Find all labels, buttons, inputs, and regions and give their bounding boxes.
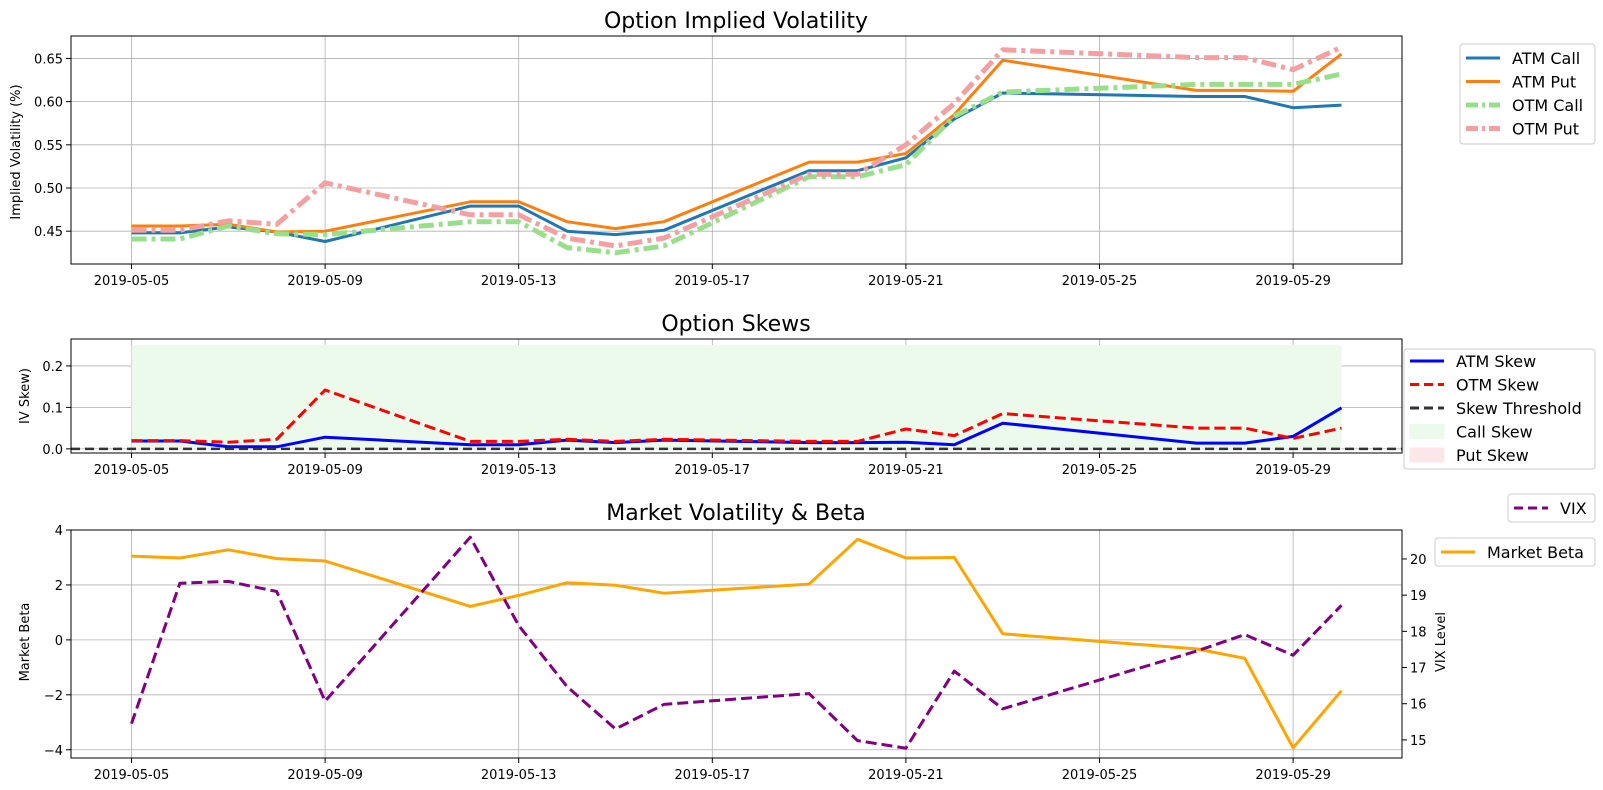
- y-right-tick-label: 19: [1410, 589, 1427, 604]
- legend-label: OTM Put: [1512, 120, 1579, 139]
- y-right-tick-label: 20: [1410, 553, 1427, 568]
- x-tick-label: 2019-05-21: [868, 768, 944, 783]
- legend-box-vix: [1507, 493, 1596, 523]
- x-tick-label: 2019-05-17: [675, 463, 751, 478]
- y-tick-label: 2: [55, 579, 63, 594]
- x-tick-label: 2019-05-13: [481, 274, 557, 289]
- x-tick-label: 2019-05-21: [868, 463, 944, 478]
- series-line-market-beta: [131, 537, 1343, 750]
- series-line-vix: [130, 535, 1343, 750]
- y-tick-label: 4: [55, 524, 63, 539]
- legend-box: [1403, 348, 1596, 470]
- plot-frame: [70, 338, 1403, 454]
- panel-market-vol-beta: Market Volatility & Beta Market Beta VIX…: [18, 493, 1596, 783]
- y-right-tick-label: 16: [1410, 698, 1427, 713]
- x-tick-label: 2019-05-29: [1255, 768, 1331, 783]
- series-line-otm-skew: [131, 388, 1342, 444]
- y-axis-label: IV Skew): [18, 368, 33, 424]
- x-tick-label: 2019-05-25: [1062, 463, 1138, 478]
- y-axis-label: Implied Volatility (%): [9, 84, 24, 219]
- legend-label: Skew Threshold: [1456, 399, 1582, 418]
- legend-label: Market Beta: [1487, 543, 1584, 562]
- chart-title: Option Implied Volatility: [604, 9, 868, 34]
- x-tick-label: 2019-05-17: [675, 768, 751, 783]
- y-tick-label: 0.55: [34, 139, 63, 154]
- legend-label: OTM Call: [1512, 96, 1583, 115]
- x-tick-label: 2019-05-09: [287, 274, 363, 289]
- y-tick-label: −4: [44, 744, 63, 759]
- legend-box-beta: [1434, 537, 1596, 567]
- x-tick-label: 2019-05-29: [1255, 463, 1331, 478]
- x-tick-label: 2019-05-05: [94, 274, 170, 289]
- y-right-tick-label: 18: [1410, 625, 1427, 640]
- x-tick-label: 2019-05-21: [868, 274, 944, 289]
- legend-swatch: [1409, 447, 1445, 463]
- y-tick-label: 0.45: [34, 225, 63, 240]
- x-tick-label: 2019-05-25: [1062, 274, 1138, 289]
- y-tick-label: 0.2: [42, 360, 63, 375]
- legend: ATM Call ATM Put OTM Call OTM Put: [1459, 43, 1596, 145]
- plot-frame: [70, 529, 1403, 759]
- series-line-otm-call: [131, 71, 1343, 256]
- chart-title: Option Skews: [661, 312, 810, 337]
- x-tick-label: 2019-05-25: [1062, 768, 1138, 783]
- x-tick-label: 2019-05-05: [94, 463, 170, 478]
- series-line-atm-call: [131, 91, 1342, 243]
- y-tick-label: 0.50: [34, 182, 63, 197]
- y-right-tick-label: 15: [1410, 734, 1427, 749]
- y-axis-label: Market Beta: [18, 603, 33, 682]
- legend-label: OTM Skew: [1456, 376, 1539, 395]
- legend: ATM Skew OTM Skew Skew Threshold Call Skew P…: [1403, 348, 1596, 470]
- x-tick-label: 2019-05-05: [94, 768, 170, 783]
- x-tick-label: 2019-05-09: [287, 463, 363, 478]
- y-tick-label: 0.0: [42, 443, 63, 458]
- plot-frame: [70, 35, 1403, 265]
- legend-swatch: [1409, 424, 1445, 439]
- legend-label: Put Skew: [1456, 446, 1529, 465]
- fill-band-call-skew: [131, 345, 1342, 449]
- legend-label: VIX: [1560, 499, 1587, 518]
- x-tick-label: 2019-05-17: [675, 274, 751, 289]
- y-axis-label-right: VIX Level: [1434, 612, 1449, 672]
- y-tick-label: 0.60: [34, 96, 63, 111]
- y-right-tick-label: 17: [1410, 662, 1427, 677]
- legend-box: [1459, 43, 1596, 145]
- y-tick-label: 0.1: [42, 401, 63, 416]
- legend: VIX Market Beta: [1434, 493, 1596, 567]
- panel-option-iv: Option Implied Volatility Implied Volati…: [9, 9, 1596, 289]
- y-tick-label: −2: [44, 689, 63, 704]
- legend-label: Call Skew: [1456, 423, 1533, 442]
- x-tick-label: 2019-05-29: [1255, 274, 1331, 289]
- x-tick-label: 2019-05-13: [481, 463, 557, 478]
- legend-label: ATM Skew: [1456, 352, 1536, 371]
- legend-label: ATM Put: [1512, 73, 1576, 92]
- panel-option-skews: Option Skews IV Skew) 2019-05-05 2019-05-…: [18, 312, 1596, 478]
- y-tick-label: 0: [55, 634, 63, 649]
- x-tick-label: 2019-05-09: [287, 768, 363, 783]
- x-tick-label: 2019-05-13: [481, 768, 557, 783]
- y-tick-label: 0.65: [34, 52, 63, 67]
- chart-title: Market Volatility & Beta: [606, 501, 866, 526]
- legend-label: ATM Call: [1512, 49, 1580, 68]
- series-line-otm-put: [131, 44, 1343, 249]
